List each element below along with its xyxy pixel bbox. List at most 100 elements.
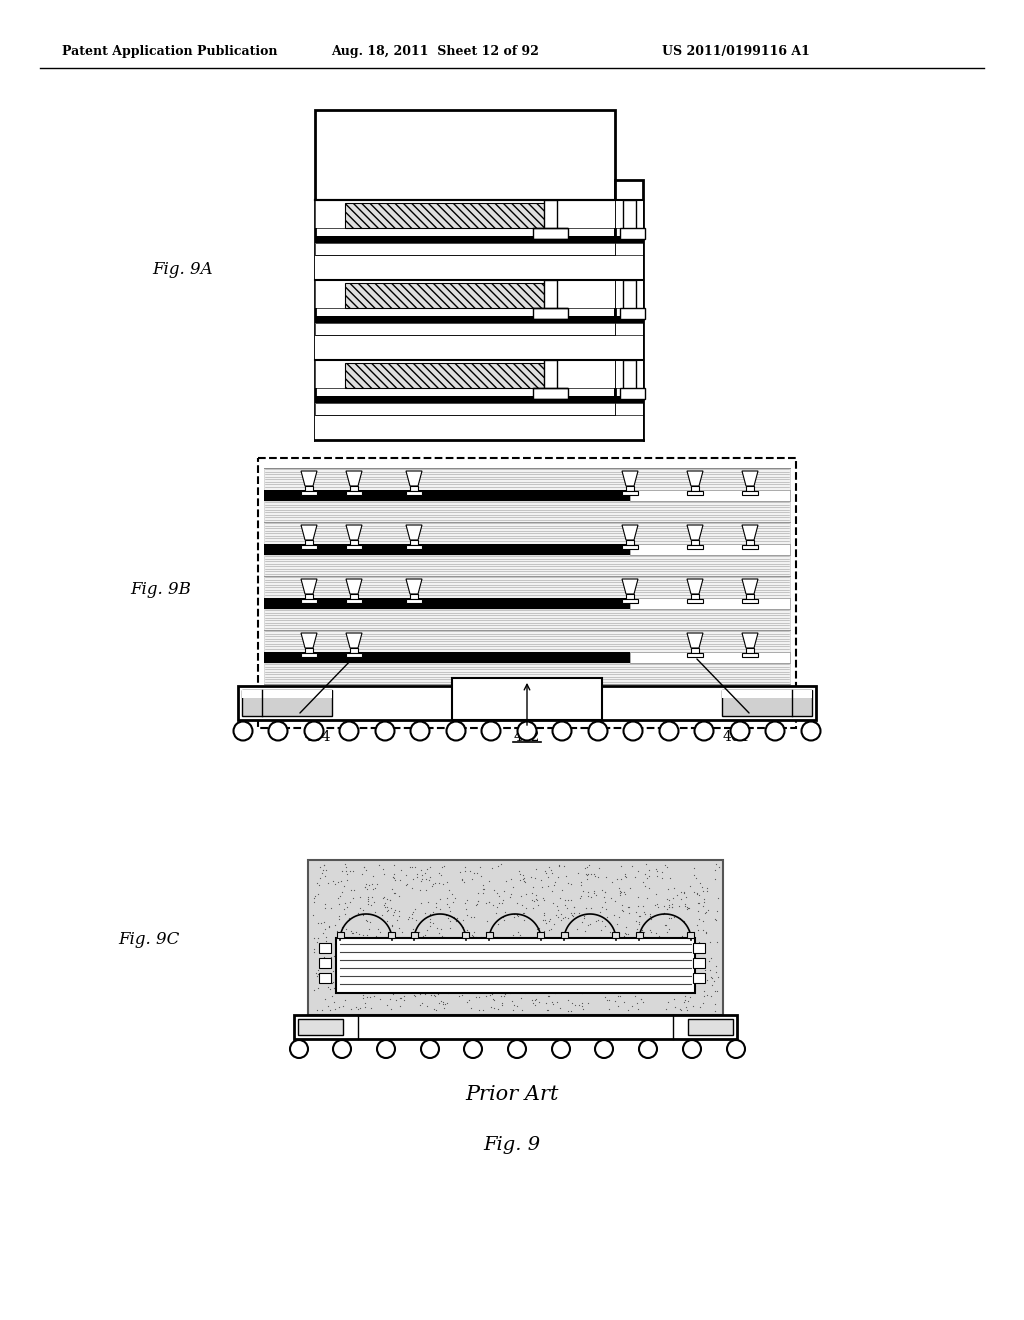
- Point: [629, 952, 645, 973]
- Point: [370, 919, 386, 940]
- Bar: [615, 180, 643, 440]
- Point: [558, 924, 574, 945]
- Point: [494, 854, 510, 875]
- Bar: [242, 690, 332, 715]
- Circle shape: [659, 722, 679, 741]
- Bar: [258, 458, 796, 729]
- Point: [524, 898, 541, 919]
- Point: [415, 932, 431, 953]
- Point: [527, 961, 544, 982]
- Point: [409, 953, 425, 974]
- Point: [391, 961, 408, 982]
- Bar: [294, 1015, 737, 1039]
- Point: [638, 854, 654, 875]
- Point: [359, 986, 376, 1007]
- Point: [348, 997, 365, 1018]
- Point: [379, 954, 395, 975]
- Point: [331, 946, 347, 968]
- Point: [639, 867, 655, 888]
- Point: [358, 859, 375, 880]
- Point: [332, 997, 348, 1018]
- Point: [681, 898, 697, 919]
- Bar: [308, 861, 723, 1015]
- Point: [679, 975, 695, 997]
- Point: [511, 927, 527, 948]
- Bar: [301, 491, 317, 495]
- Polygon shape: [742, 525, 758, 540]
- Point: [463, 906, 479, 927]
- Point: [354, 933, 371, 954]
- Point: [517, 982, 534, 1003]
- Point: [648, 894, 665, 915]
- Point: [485, 925, 502, 946]
- Bar: [315, 243, 615, 255]
- Point: [412, 879, 428, 900]
- Point: [323, 898, 339, 919]
- Point: [396, 973, 413, 994]
- Point: [630, 861, 646, 882]
- Point: [334, 916, 350, 937]
- Point: [383, 898, 399, 919]
- Point: [480, 944, 497, 965]
- Point: [376, 886, 392, 907]
- Point: [632, 957, 648, 978]
- Bar: [620, 308, 645, 319]
- Point: [354, 863, 371, 884]
- Point: [352, 886, 369, 907]
- Point: [356, 942, 373, 964]
- Point: [386, 952, 402, 973]
- Point: [408, 957, 424, 978]
- Bar: [462, 932, 469, 939]
- Point: [548, 904, 564, 925]
- Point: [694, 876, 711, 898]
- Point: [356, 857, 373, 878]
- Point: [476, 978, 493, 999]
- Point: [669, 884, 685, 906]
- Bar: [615, 403, 643, 414]
- Point: [509, 981, 525, 1002]
- Point: [339, 956, 355, 977]
- Point: [421, 953, 437, 974]
- Point: [618, 866, 635, 887]
- Point: [481, 891, 498, 912]
- Point: [475, 999, 492, 1020]
- Point: [692, 954, 709, 975]
- Point: [381, 966, 397, 987]
- Point: [358, 874, 375, 895]
- Bar: [630, 598, 790, 609]
- Point: [631, 946, 647, 968]
- Point: [420, 891, 436, 912]
- Point: [701, 932, 718, 953]
- Point: [374, 904, 390, 925]
- Point: [696, 891, 713, 912]
- Point: [663, 975, 679, 997]
- Bar: [534, 388, 568, 399]
- Point: [440, 929, 457, 950]
- Circle shape: [683, 1040, 701, 1059]
- Point: [457, 944, 473, 965]
- Point: [522, 981, 539, 1002]
- Point: [553, 957, 569, 978]
- Point: [657, 958, 674, 979]
- Bar: [315, 403, 615, 414]
- Point: [431, 888, 447, 909]
- Point: [489, 999, 506, 1020]
- Point: [527, 888, 544, 909]
- Polygon shape: [622, 525, 638, 540]
- Point: [588, 972, 604, 993]
- Bar: [350, 594, 358, 599]
- Point: [580, 886, 596, 907]
- Bar: [537, 932, 544, 939]
- Point: [689, 883, 706, 904]
- Point: [436, 998, 453, 1019]
- Point: [654, 975, 671, 997]
- Point: [630, 998, 646, 1019]
- Point: [534, 870, 550, 891]
- Point: [440, 896, 457, 917]
- Point: [582, 970, 598, 991]
- Point: [413, 972, 429, 993]
- Point: [381, 920, 397, 941]
- Point: [482, 972, 499, 993]
- Point: [573, 911, 590, 932]
- Point: [317, 989, 334, 1010]
